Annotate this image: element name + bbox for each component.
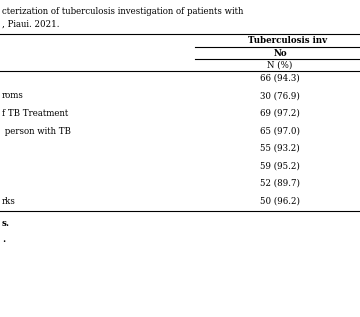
Text: 52 (89.7): 52 (89.7) <box>260 179 300 188</box>
Text: s.: s. <box>2 219 10 228</box>
Text: N (%): N (%) <box>267 61 293 70</box>
Text: Tuberculosis inv: Tuberculosis inv <box>248 36 327 45</box>
Text: 50 (96.2): 50 (96.2) <box>260 197 300 205</box>
Text: person with TB: person with TB <box>2 126 71 135</box>
Text: f TB Treatment: f TB Treatment <box>2 109 68 118</box>
Text: .: . <box>2 235 5 244</box>
Text: 59 (95.2): 59 (95.2) <box>260 161 300 171</box>
Text: rks: rks <box>2 197 16 205</box>
Text: 69 (97.2): 69 (97.2) <box>260 109 300 118</box>
Text: cterization of tuberculosis investigation of patients with: cterization of tuberculosis investigatio… <box>2 7 243 16</box>
Text: 65 (97.0): 65 (97.0) <box>260 126 300 135</box>
Text: 66 (94.3): 66 (94.3) <box>260 74 300 83</box>
Text: roms: roms <box>2 92 24 100</box>
Text: 30 (76.9): 30 (76.9) <box>260 92 300 100</box>
Text: No: No <box>273 49 287 58</box>
Text: 55 (93.2): 55 (93.2) <box>260 144 300 153</box>
Text: , Piaui. 2021.: , Piaui. 2021. <box>2 20 59 29</box>
